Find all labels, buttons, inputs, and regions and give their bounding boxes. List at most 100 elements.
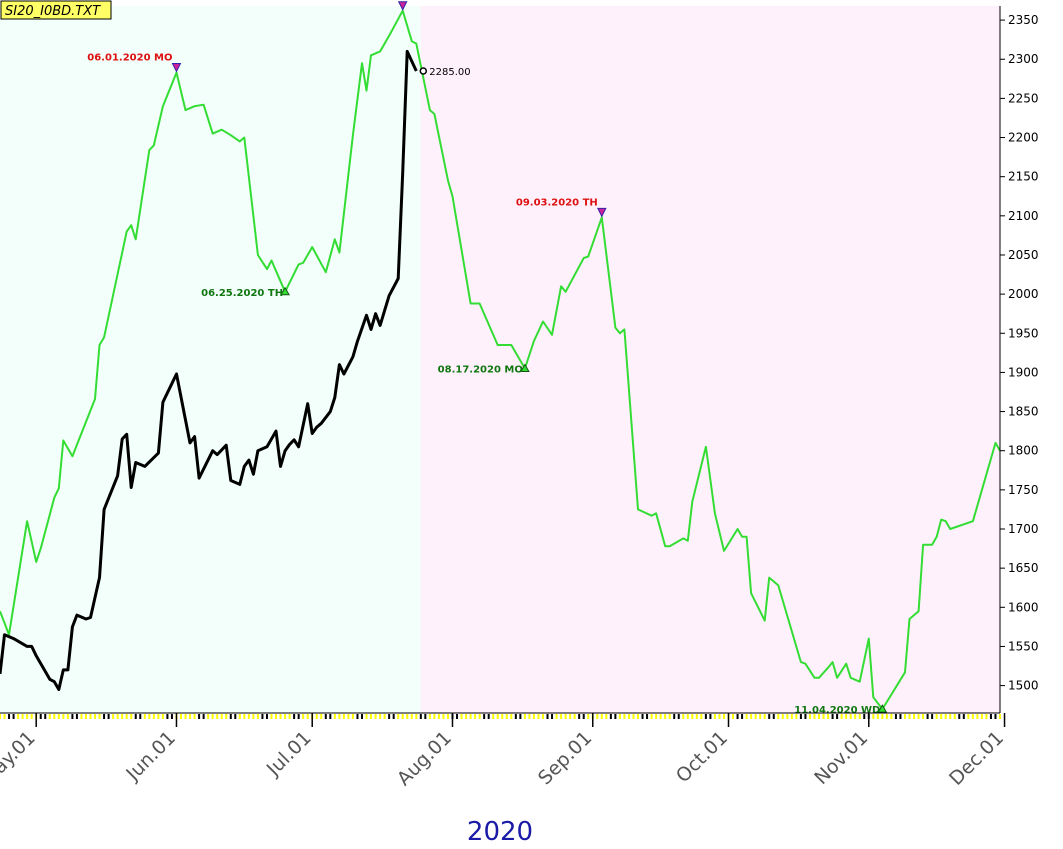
x-day-tick [406, 714, 409, 719]
x-day-tick [365, 714, 368, 719]
x-day-tick [474, 714, 477, 719]
x-day-tick [297, 714, 300, 719]
x-day-tick [8, 714, 11, 719]
x-day-tick [501, 714, 504, 719]
x-day-tick [84, 714, 87, 719]
x-day-tick [745, 714, 748, 719]
x-day-tick [804, 714, 807, 719]
x-day-tick [243, 714, 246, 719]
x-day-tick [854, 714, 857, 719]
x-day-tick [736, 714, 739, 719]
y-tick-label: 2150 [1008, 170, 1039, 184]
series-line-2 [0, 49, 418, 691]
x-day-tick [329, 714, 332, 719]
x-day-tick [795, 714, 798, 719]
x-day-tick [12, 714, 15, 719]
x-day-tick [759, 714, 762, 719]
x-day-tick [695, 714, 698, 719]
x-day-tick [220, 714, 223, 719]
x-day-tick [637, 714, 640, 719]
x-day-tick [840, 714, 843, 719]
y-tick-label: 1850 [1008, 405, 1039, 419]
x-day-tick [609, 714, 612, 719]
x-day-tick [98, 714, 101, 719]
x-day-tick [94, 714, 97, 719]
x-day-tick [763, 714, 766, 719]
x-day-tick [754, 714, 757, 719]
x-day-tick [134, 714, 137, 719]
low-marker-label: 08.17.2020 MO [438, 365, 523, 376]
x-day-tick [831, 714, 834, 719]
x-day-tick [189, 714, 192, 719]
x-day-tick [953, 714, 956, 719]
high-marker [597, 207, 607, 218]
x-day-tick [397, 714, 400, 719]
high-marker-label: 07.21.2020 TU [317, 0, 399, 2]
x-day-tick [931, 714, 934, 719]
x-day-tick [578, 714, 581, 719]
x-day-tick [121, 714, 124, 719]
x-day-tick [627, 714, 630, 719]
x-day-tick [152, 714, 155, 719]
x-day-tick [541, 714, 544, 719]
x-day-tick [161, 714, 164, 719]
x-day-tick [659, 714, 662, 719]
x-day-tick [89, 714, 92, 719]
series-line-1 [0, 9, 1001, 711]
x-day-tick [351, 714, 354, 719]
file-label-box [0, 0, 112, 20]
x-day-tick [66, 714, 69, 719]
x-day-tick [682, 714, 685, 719]
x-day-tick [922, 714, 925, 719]
low-marker-label: 11.04.2020 WD [794, 705, 880, 716]
high-marker-label: 09.03.2020 TH [516, 197, 598, 208]
x-day-tick [858, 714, 861, 719]
x-day-tick [193, 714, 196, 719]
background-right [420, 6, 1001, 713]
x-day-tick [519, 714, 522, 719]
x-day-tick [170, 714, 173, 719]
x-tick-label: Jul.01 [262, 727, 316, 781]
y-tick-label: 2100 [1008, 209, 1039, 223]
x-day-tick [582, 714, 585, 719]
x-day-tick [238, 714, 241, 719]
x-day-tick [940, 714, 943, 719]
x-day-tick [30, 714, 33, 719]
x-day-tick [356, 714, 359, 719]
x-tick-label: Oct.01 [672, 727, 732, 787]
y-tick-label: 1750 [1008, 483, 1039, 497]
x-day-tick [971, 714, 974, 719]
x-day-tick [279, 714, 282, 719]
x-day-tick [881, 714, 884, 719]
x-day-tick [419, 714, 422, 719]
x-day-tick [546, 714, 549, 719]
x-day-tick [496, 714, 499, 719]
marker-layer: 2285.00 06.01.2020 MO 07.21.2020 TU 09.03.2… [87, 0, 888, 716]
x-day-tick [207, 714, 210, 719]
x-day-tick [605, 714, 608, 719]
background-layer [0, 6, 1001, 713]
x-day-tick [700, 714, 703, 719]
series-layer [0, 9, 1001, 711]
x-day-tick [130, 714, 133, 719]
x-day-tick [483, 714, 486, 719]
x-day-tick [913, 714, 916, 719]
x-tick-label: Sep.01 [534, 727, 596, 789]
x-day-tick [777, 714, 780, 719]
x-day-tick [48, 714, 51, 719]
y-tick-label: 1550 [1008, 639, 1039, 653]
x-day-tick [600, 714, 603, 719]
x-day-tick [107, 714, 110, 719]
year-label: 2020 [467, 817, 533, 847]
x-tick-label: Dec.01 [945, 727, 1008, 790]
x-day-tick [478, 714, 481, 719]
x-day-tick [994, 714, 997, 719]
x-day-tick [713, 714, 716, 719]
x-day-tick [677, 714, 680, 719]
x-day-tick [781, 714, 784, 719]
x-day-tick [424, 714, 427, 719]
x-day-tick [465, 714, 468, 719]
x-day-tick [958, 714, 961, 719]
x-day-tick [179, 714, 182, 719]
